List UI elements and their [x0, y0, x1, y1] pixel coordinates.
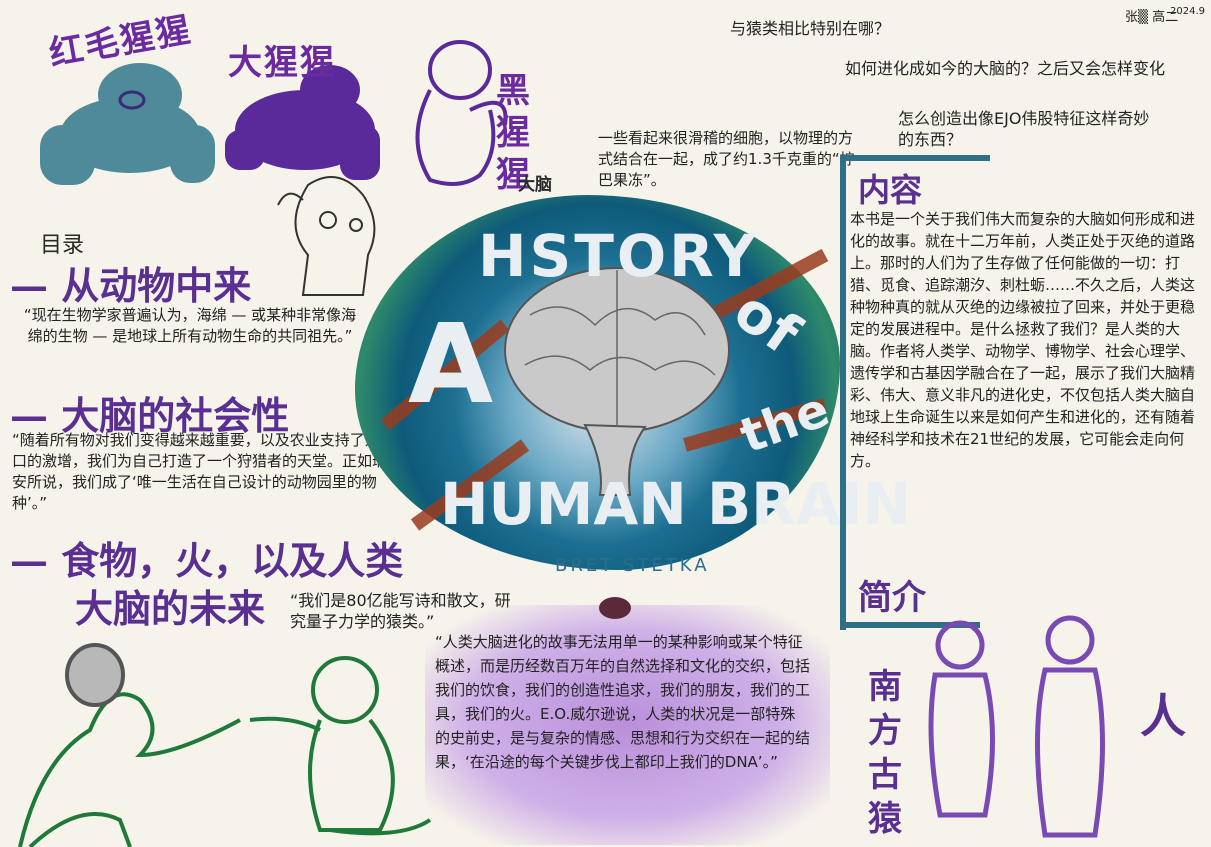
quote-wash	[425, 605, 830, 845]
label-human: 人	[1140, 689, 1186, 743]
section-food-fire: — 食物，火，以及人类	[10, 538, 404, 583]
content-title: 内容	[858, 171, 923, 209]
quote-from-animals: “现在生物学家普遍认为，海绵 — 或某种非常像海绵的生物 — 是地球上所有动物生…	[23, 306, 357, 345]
human-figures	[928, 615, 1105, 838]
human-chimp-illustration	[18, 643, 432, 847]
tree-face-sketch	[277, 176, 376, 296]
author-name: 张▒ 高二	[1125, 10, 1179, 25]
bottom-quote: “人类大脑进化的故事无法用单一的某种影响或某个特征概述，而是历经数百万年的自然选…	[435, 633, 811, 771]
section-future-brain: 大脑的未来	[75, 586, 266, 631]
gorilla-illustration	[225, 65, 380, 180]
section-social-brain: — 大脑的社会性	[10, 393, 290, 438]
label-gorilla: 大猩猩	[228, 43, 336, 83]
cover-title-human-brain: HUMAN BRAIN	[440, 470, 911, 538]
cover-title-a: A	[408, 300, 494, 428]
brain-note-text: 一些看起来很滑稽的细胞，以物理的方式结合在一起，成了约1.3千克重的“拧巴果冻”…	[598, 129, 855, 189]
content-bracket-top	[840, 155, 990, 161]
quote-social-brain: “随着所有物对我们变得越来越重要，以及农业支持了人口的激增，我们为自己打造了一个…	[12, 431, 388, 512]
ape-illustrations	[40, 40, 508, 186]
content-bracket-bottom	[840, 622, 980, 628]
date-stamp: 2024.9	[1170, 6, 1205, 17]
brain-label: 大脑	[518, 175, 552, 195]
chimpanzee-illustration	[415, 40, 508, 186]
cover-streaks	[380, 248, 829, 531]
label-australopith: 南方古猿	[868, 667, 902, 839]
toc-title: 目录	[40, 233, 85, 258]
content-body: 本书是一个关于我们伟大而复杂的大脑如何形成和进化的故事。就在十二万年前，人类正处…	[850, 210, 1196, 470]
section-from-animals: — 从动物中来	[10, 263, 252, 308]
content-bracket	[840, 155, 986, 630]
question-1: 与猿类相比特别在哪？	[730, 19, 891, 38]
question-2: 如何进化成如今的大脑的？之后又会怎样变化	[845, 59, 1166, 78]
question-3: 怎么创造出像EJO伟股特征这样奇妙的东西？	[898, 109, 1150, 149]
mini-brain-icon	[599, 597, 631, 619]
cover-author: BRET STETKA	[555, 555, 710, 576]
cover-title-history: HSTORY	[478, 222, 759, 290]
orangutan-illustration	[40, 63, 215, 185]
intro-label: 简介	[858, 578, 926, 618]
label-chimpanzee: 黑猩猩	[496, 71, 532, 195]
